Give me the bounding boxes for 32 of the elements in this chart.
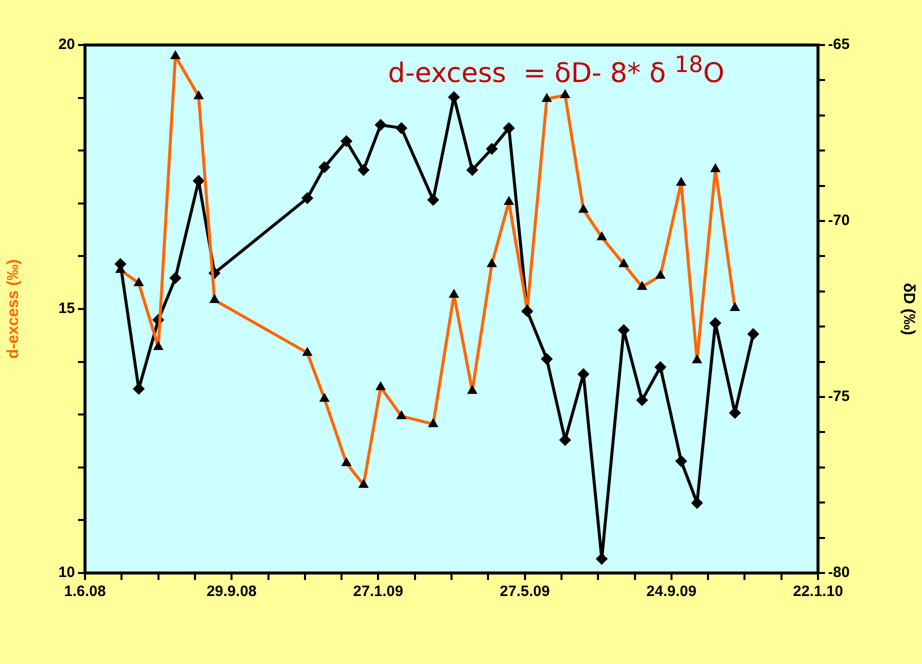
y2-axis-title: δD (‰) [900, 282, 917, 336]
point [395, 122, 408, 134]
x-tick-label: 29.9.08 [206, 583, 257, 600]
point [502, 122, 515, 134]
y2-tick-label: -65 [828, 36, 850, 54]
point [169, 272, 182, 284]
point [301, 192, 314, 204]
point [540, 352, 553, 365]
x-tick-label: 27.1.09 [353, 583, 404, 600]
y-tick-label: 20 [58, 36, 75, 54]
point [466, 164, 478, 176]
y2-tick-label: -70 [828, 212, 850, 230]
y2-tick-label: -75 [828, 388, 850, 406]
x-tick-label: 24.9.09 [646, 583, 696, 600]
y-axis-title: d-excess (‰) [5, 259, 22, 359]
annotation: d-excess = δD- 8* δ $^{18}$O [388, 52, 724, 89]
point [358, 164, 370, 176]
point [374, 118, 387, 131]
y2-tick-label: -80 [828, 564, 850, 582]
point [318, 161, 330, 174]
point [427, 194, 440, 206]
y-tick-label: 15 [58, 300, 75, 318]
y-tick-label: 10 [58, 564, 75, 582]
point [747, 328, 760, 340]
point [654, 361, 666, 374]
x-tick-label: 1.6.08 [64, 583, 106, 600]
point [675, 455, 688, 468]
point [486, 142, 498, 155]
point [340, 135, 352, 148]
x-tick-label: 27.5.09 [500, 583, 550, 600]
x-tick-label: 22.1.10 [792, 583, 844, 600]
point [636, 394, 648, 406]
